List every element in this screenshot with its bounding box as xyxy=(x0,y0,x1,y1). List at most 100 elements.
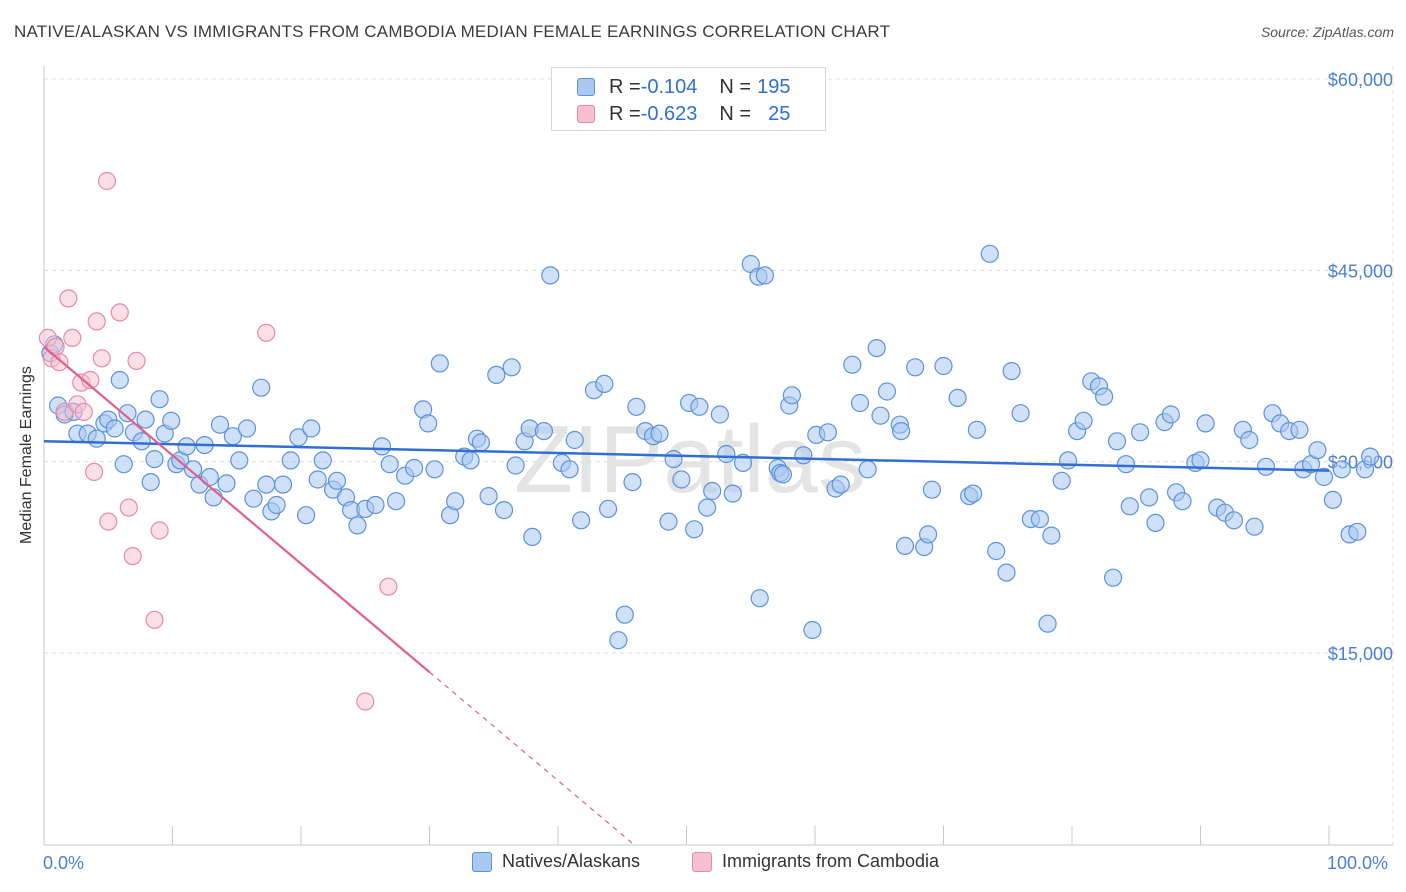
legend-swatch-blue xyxy=(577,78,595,96)
data-point xyxy=(50,353,69,372)
bottom-legend-swatch-pink xyxy=(692,851,712,872)
data-point xyxy=(1240,430,1259,450)
data-point xyxy=(366,495,385,515)
data-point xyxy=(217,474,236,493)
legend-swatch-pink xyxy=(577,105,595,123)
data-point xyxy=(1245,517,1264,536)
data-point xyxy=(184,460,203,479)
data-point xyxy=(697,498,717,517)
legend-r-value: -0.623 xyxy=(640,102,698,125)
data-point xyxy=(405,458,424,478)
data-point xyxy=(723,484,742,503)
data-point xyxy=(150,390,169,409)
data-point xyxy=(145,610,164,629)
data-point xyxy=(1011,404,1030,423)
y-tick-labels: $15,000$30,000$45,000$60,000 xyxy=(1328,70,1393,664)
data-point xyxy=(565,430,584,450)
data-point xyxy=(425,460,444,479)
data-point xyxy=(650,424,669,443)
data-point xyxy=(502,358,521,377)
trend-line-cambodia-extension xyxy=(429,671,636,847)
data-point xyxy=(297,506,316,525)
data-point xyxy=(132,432,151,451)
bottom-legend: Natives/Alaskans Immigrants from Cambodi… xyxy=(0,851,1406,877)
data-point xyxy=(534,422,554,441)
data-point xyxy=(877,382,897,401)
data-point xyxy=(664,450,683,469)
data-point xyxy=(1103,568,1123,587)
data-point xyxy=(1058,451,1078,470)
legend-row-cambodia: R = -0.623 N = 25 xyxy=(577,102,790,126)
x-axis xyxy=(43,66,1393,846)
trend-lines xyxy=(43,346,1330,847)
data-point xyxy=(1314,467,1334,487)
data-point xyxy=(963,484,983,503)
data-point xyxy=(523,527,542,547)
data-point xyxy=(281,451,300,470)
data-point xyxy=(703,481,722,501)
data-point xyxy=(1139,488,1159,507)
legend-n-label: N = xyxy=(719,75,752,98)
data-point xyxy=(690,397,709,416)
data-point xyxy=(1002,362,1021,381)
legend-r-label: R = xyxy=(609,102,641,125)
data-point xyxy=(506,456,525,475)
data-point xyxy=(1308,441,1327,460)
data-point xyxy=(1042,526,1061,545)
data-point xyxy=(372,437,392,456)
data-point xyxy=(672,470,691,489)
data-point xyxy=(755,266,775,285)
data-point xyxy=(92,349,111,368)
data-point xyxy=(145,450,164,469)
data-point xyxy=(980,244,999,263)
data-point xyxy=(177,437,196,456)
data-point xyxy=(87,429,106,448)
legend-row-natives: R = -0.104 N = 195 xyxy=(577,75,790,99)
data-point xyxy=(918,525,938,544)
data-point xyxy=(162,411,181,430)
data-point xyxy=(948,388,967,407)
bottom-legend-item-natives: Natives/Alaskans xyxy=(472,851,640,872)
data-point xyxy=(733,453,753,472)
data-point xyxy=(803,620,822,640)
y-tick-label: $45,000 xyxy=(1328,261,1393,281)
data-point xyxy=(74,402,93,421)
data-point xyxy=(623,473,642,492)
data-point xyxy=(127,351,146,370)
y-tick-label: $60,000 xyxy=(1328,70,1393,90)
data-point xyxy=(118,404,137,423)
data-point xyxy=(906,358,925,377)
data-point xyxy=(257,323,276,342)
data-point xyxy=(97,171,117,191)
data-point xyxy=(494,501,514,520)
legend-n-value: 25 xyxy=(768,102,791,125)
data-point xyxy=(479,487,498,506)
data-point xyxy=(1348,522,1367,541)
source-label: Source: ZipAtlas.com xyxy=(1260,24,1394,40)
data-point xyxy=(308,470,327,489)
data-point xyxy=(1323,490,1343,509)
data-point xyxy=(273,475,293,494)
data-point xyxy=(843,355,862,374)
trend-line-cambodia xyxy=(43,346,431,673)
data-point xyxy=(387,492,406,511)
data-point xyxy=(1052,471,1071,490)
data-point xyxy=(891,422,911,441)
data-point xyxy=(782,386,802,405)
data-point xyxy=(1290,420,1309,439)
data-point xyxy=(136,410,155,429)
data-point xyxy=(430,354,449,373)
data-point xyxy=(257,475,276,494)
data-point xyxy=(487,365,506,384)
legend: R = -0.104 N = 195 R = -0.623 N = 25 xyxy=(551,67,826,131)
chart-title: NATIVE/ALASKAN VS IMMIGRANTS FROM CAMBOD… xyxy=(14,22,891,41)
data-point xyxy=(541,266,560,285)
data-point xyxy=(1116,455,1136,474)
trend-line-natives xyxy=(43,440,1330,472)
data-point xyxy=(114,455,133,474)
data-point xyxy=(987,541,1006,561)
data-point xyxy=(1120,497,1139,516)
series-immigrants-from-cambodia xyxy=(38,171,398,711)
data-point xyxy=(210,415,230,434)
